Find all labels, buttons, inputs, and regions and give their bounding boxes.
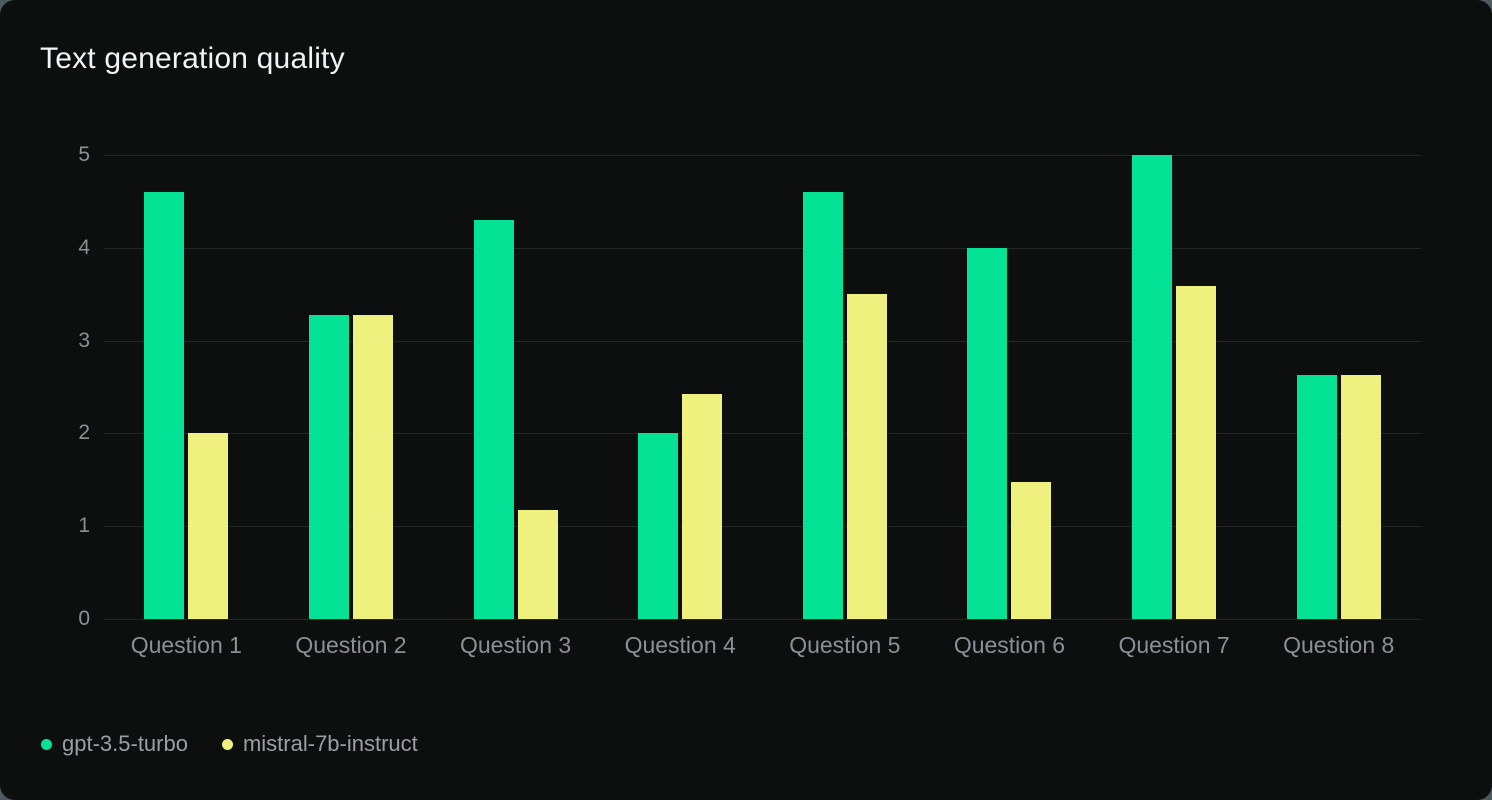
gridline-y-2 <box>104 433 1421 435</box>
x-axis-label-1: Question 1 <box>130 632 242 658</box>
bar-gpt-3.5-turbo-q2 <box>308 314 349 619</box>
bar-mistral-7b-instruct-q4 <box>682 393 723 619</box>
legend-item-gpt-3-5-turbo[interactable]: gpt-3.5-turbo <box>41 731 188 757</box>
bar-gpt-3.5-turbo-q8 <box>1296 374 1337 619</box>
bar-gpt-3.5-turbo-q1 <box>144 192 185 619</box>
legend-label: mistral-7b-instruct <box>242 731 418 756</box>
gridline-y-3 <box>104 340 1421 342</box>
bar-groups: Question 1 Question 2 Question 3 Question 4… <box>104 155 1421 658</box>
bar-mistral-7b-instruct-q7 <box>1176 285 1217 619</box>
x-axis-label-2: Question 2 <box>295 632 407 658</box>
bar-mistral-7b-instruct-q3 <box>517 510 558 619</box>
bar-group-6: Question 6 <box>927 155 1092 658</box>
gridline-y-0 <box>104 619 1421 620</box>
x-axis-label-6: Question 6 <box>953 632 1066 658</box>
bar-mistral-7b-instruct-q8 <box>1340 374 1381 619</box>
bar-group-4: Question 4 <box>598 155 763 658</box>
legend: gpt-3.5-turbo mistral-7b-instruct <box>41 731 418 757</box>
gridline-y-5 <box>104 155 1421 156</box>
legend-label: gpt-3.5-turbo <box>62 731 188 756</box>
bar-mistral-7b-instruct-q5 <box>846 294 887 619</box>
bar-gpt-3.5-turbo-q3 <box>473 219 514 619</box>
y-tick-label-0: 0 <box>78 607 90 630</box>
bar-gpt-3.5-turbo-q7 <box>1132 155 1173 619</box>
bar-gpt-3.5-turbo-q5 <box>802 192 843 619</box>
bar-mistral-7b-instruct-q1 <box>188 433 229 619</box>
legend-dot-icon <box>221 738 233 750</box>
gridline-y-4 <box>104 247 1421 249</box>
bar-gpt-3.5-turbo-q4 <box>638 433 679 619</box>
y-tick-label-2: 2 <box>78 421 90 445</box>
y-tick-label-1: 1 <box>78 514 90 538</box>
gridline-y-1 <box>104 526 1421 528</box>
bar-group-1: Question 1 <box>104 155 269 658</box>
bar-group-5: Question 5 <box>763 155 928 658</box>
bar-mistral-7b-instruct-q6 <box>1011 481 1052 619</box>
y-tick-label-4: 4 <box>78 235 90 259</box>
y-tick-label-5: 5 <box>78 143 90 166</box>
bar-mistral-7b-instruct-q2 <box>352 314 393 619</box>
y-tick-label-3: 3 <box>78 328 90 352</box>
bar-group-7: Question 7 <box>1092 155 1257 658</box>
x-axis-label-4: Question 4 <box>624 632 736 658</box>
bar-group-2: Question 2 <box>269 155 434 658</box>
bar-gpt-3.5-turbo-q6 <box>967 247 1008 619</box>
legend-item-mistral-7b-instruct[interactable]: mistral-7b-instruct <box>221 731 418 757</box>
chart-title: Text generation quality <box>40 42 345 75</box>
x-axis-label-8: Question 8 <box>1283 632 1395 658</box>
bar-group-3: Question 3 <box>433 155 598 658</box>
x-axis-label-3: Question 3 <box>459 632 572 658</box>
legend-dot-icon <box>41 738 52 750</box>
x-axis-label-5: Question 5 <box>789 632 901 658</box>
x-axis-label-7: Question 7 <box>1118 632 1230 658</box>
bar-group-8: Question 8 <box>1256 155 1421 658</box>
